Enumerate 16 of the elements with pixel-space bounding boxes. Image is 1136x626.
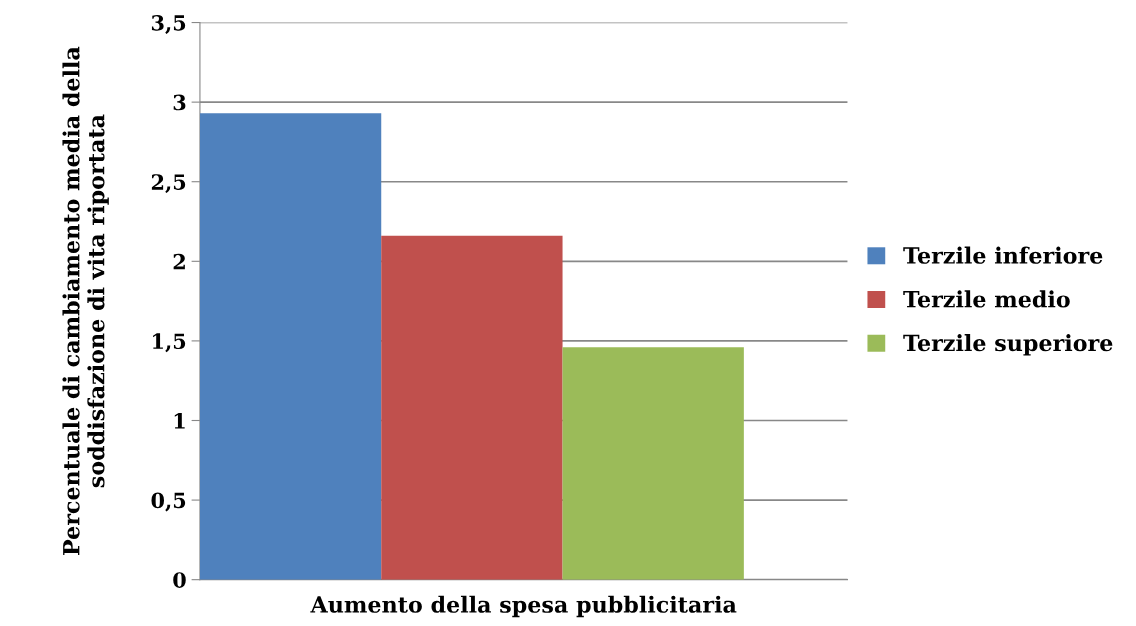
y-tick-label: 1,5 [153, 333, 186, 353]
x-axis-title: Aumento della spesa pubblicitaria [310, 595, 737, 618]
y-tick-label: 0 [173, 572, 186, 588]
legend-label: Terzile superiore [903, 334, 1113, 356]
bar [562, 347, 744, 580]
bar [199, 113, 382, 580]
y-tick-label: 0,5 [151, 492, 186, 512]
y-tick-label: 2 [173, 253, 185, 270]
y-tick-label: 1 [174, 412, 185, 429]
y-tick-label: 3,5 [151, 14, 186, 34]
bar [381, 235, 563, 580]
legend-label: Terzile medio [903, 290, 1070, 308]
y-axis-title: Percentuale di cambiamento media della soddisfazione di vita riportata [62, 46, 109, 555]
legend-label: Terzile inferiore [903, 246, 1103, 264]
y-tick-label: 2,5 [151, 174, 186, 194]
y-tick-label: 3 [173, 94, 186, 111]
